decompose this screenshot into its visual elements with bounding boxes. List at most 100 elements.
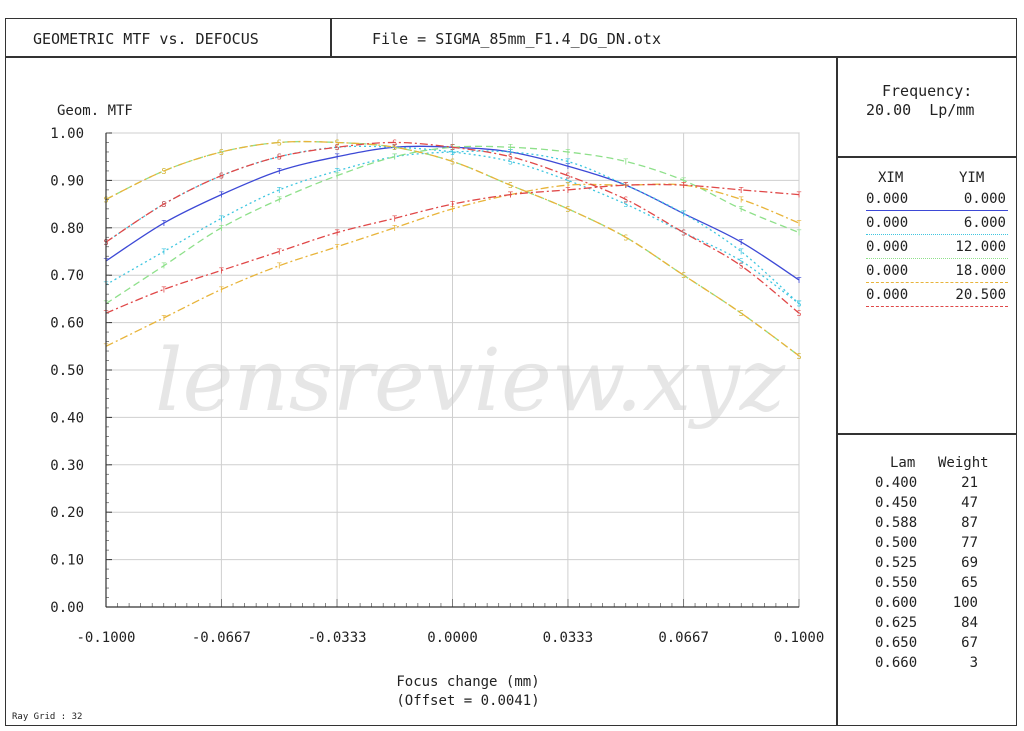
series-marker: T (739, 205, 744, 214)
file-name: File = SIGMA_85mm_F1.4_DG_DN.otx (372, 30, 661, 48)
header-vertical-divider (330, 18, 332, 57)
wavelength-row-lam: 0.500 (875, 535, 918, 551)
series-marker: S (681, 229, 686, 238)
series-marker: T (681, 210, 686, 219)
wavelength-row-lam: 0.650 (875, 635, 918, 651)
y-axis-label: Geom. MTF (57, 103, 133, 119)
y-tick-label: 0.30 (50, 458, 84, 474)
series-marker: S (739, 257, 744, 266)
y-tick-label: 0.20 (50, 505, 84, 521)
field-row-legend-line (866, 234, 1008, 235)
field-row-xim: 0.000 (866, 239, 909, 255)
series-marker: T (277, 195, 282, 204)
series-line (105, 150, 800, 305)
series-marker: S (450, 143, 455, 152)
series-marker: S (797, 352, 802, 361)
series-marker: T (623, 181, 628, 190)
series-marker: T (219, 224, 224, 233)
wavelength-row-lam: 0.600 (875, 595, 918, 611)
field-row-legend-line (866, 210, 1008, 211)
series-marker: T (219, 214, 224, 223)
series-marker: T (623, 181, 628, 190)
y-tick-label: 0.70 (50, 268, 84, 284)
field-row-yim: 20.500 (955, 287, 1006, 303)
x-tick-label: 0.0333 (543, 630, 594, 646)
series-marker: S (392, 143, 397, 152)
series-marker: S (797, 309, 802, 318)
field-row-legend-line (866, 282, 1008, 283)
series-marker: T (797, 229, 802, 238)
x-axis-label: Focus change (mm) (396, 674, 539, 690)
wavelength-row-weight: 65 (961, 575, 978, 591)
wavelength-row-weight: 3 (969, 655, 978, 671)
series-marker: S (219, 172, 224, 181)
series-marker: S (623, 233, 628, 242)
series-marker: S (739, 309, 744, 318)
mtf-chart: lensreview.xyz TTTTTTTTTTTTTTTTTTTTTTTTT… (50, 103, 825, 709)
series-marker: S (161, 200, 166, 209)
series-marker: T (392, 214, 397, 223)
wavelength-col-weight: Weight (938, 455, 989, 471)
series-marker: S (565, 176, 570, 185)
series-marker: S (797, 300, 802, 309)
field-row-yim: 6.000 (963, 215, 1006, 231)
wavelength-row-lam: 0.550 (875, 575, 918, 591)
x-tick-label: 0.1000 (774, 630, 825, 646)
series-marker: S (681, 271, 686, 280)
y-tick-label: 0.50 (50, 363, 84, 379)
wavelength-row-weight: 84 (961, 615, 978, 631)
wavelength-row-weight: 87 (961, 515, 978, 531)
series-marker: T (565, 186, 570, 195)
series-line (105, 183, 800, 314)
series-marker: S (277, 153, 282, 162)
series-marker: T (797, 219, 802, 228)
x-tick-label: -0.0333 (308, 630, 367, 646)
frequency-label: Frequency: (882, 82, 973, 100)
field-row-xim: 0.000 (866, 287, 909, 303)
watermark: lensreview.xyz (155, 331, 786, 431)
series-marker: T (277, 262, 282, 271)
wavelength-row-weight: 69 (961, 555, 978, 571)
side-divider-1 (836, 156, 1017, 158)
series-marker: S (797, 352, 802, 361)
wavelength-row-weight: 47 (961, 495, 978, 511)
series-marker: T (277, 248, 282, 257)
series-marker: T (508, 148, 513, 157)
series-marker: S (739, 262, 744, 271)
series-marker: T (681, 176, 686, 185)
y-tick-label: 0.80 (50, 221, 84, 237)
y-tick-label: 0.60 (50, 316, 84, 332)
series-marker: T (508, 191, 513, 200)
wavelength-row-weight: 77 (961, 535, 978, 551)
series-marker: T (335, 172, 340, 181)
series-marker: S (277, 138, 282, 147)
series-marker: S (565, 172, 570, 181)
y-tick-label: 0.00 (50, 600, 84, 616)
x-axis-offset-label: (Offset = 0.0041) (396, 693, 539, 709)
side-panel-border (836, 56, 838, 726)
series-marker: T (565, 157, 570, 166)
series-marker: T (161, 248, 166, 257)
wavelength-row-weight: 67 (961, 635, 978, 651)
series-marker: S (681, 271, 686, 280)
series-marker: S (508, 157, 513, 166)
series-marker: T (565, 148, 570, 157)
series-marker: T (335, 167, 340, 176)
wavelength-row-lam: 0.525 (875, 555, 918, 571)
series-marker: S (623, 195, 628, 204)
series-marker: S (565, 205, 570, 214)
wavelength-row-lam: 0.625 (875, 615, 918, 631)
field-row-legend-line (866, 258, 1008, 259)
x-tick-label: -0.1000 (76, 630, 135, 646)
wavelength-row-lam: 0.450 (875, 495, 918, 511)
field-col-yim: YIM (959, 170, 985, 186)
series-marker: T (277, 186, 282, 195)
series-marker: T (161, 219, 166, 228)
series-marker: T (277, 167, 282, 176)
series-marker: S (681, 229, 686, 238)
y-tick-label: 0.10 (50, 553, 84, 569)
header-divider (5, 56, 1017, 58)
ray-grid-label: Ray Grid : 32 (12, 712, 83, 722)
x-tick-label: 0.0667 (658, 630, 709, 646)
